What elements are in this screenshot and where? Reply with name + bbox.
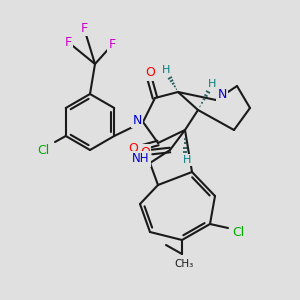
Text: NH: NH xyxy=(132,152,150,166)
Text: H: H xyxy=(208,79,216,89)
Text: F: F xyxy=(80,22,88,34)
Text: F: F xyxy=(64,35,72,49)
Text: H: H xyxy=(162,65,170,75)
Text: O: O xyxy=(145,67,155,80)
Text: Cl: Cl xyxy=(37,143,49,157)
Text: Cl: Cl xyxy=(232,226,244,238)
Text: N: N xyxy=(132,113,142,127)
Text: O: O xyxy=(140,146,150,158)
Text: O: O xyxy=(128,142,138,154)
Text: F: F xyxy=(108,38,116,52)
Text: CH₃: CH₃ xyxy=(174,259,194,269)
Text: H: H xyxy=(183,155,191,165)
Text: N: N xyxy=(217,88,227,100)
